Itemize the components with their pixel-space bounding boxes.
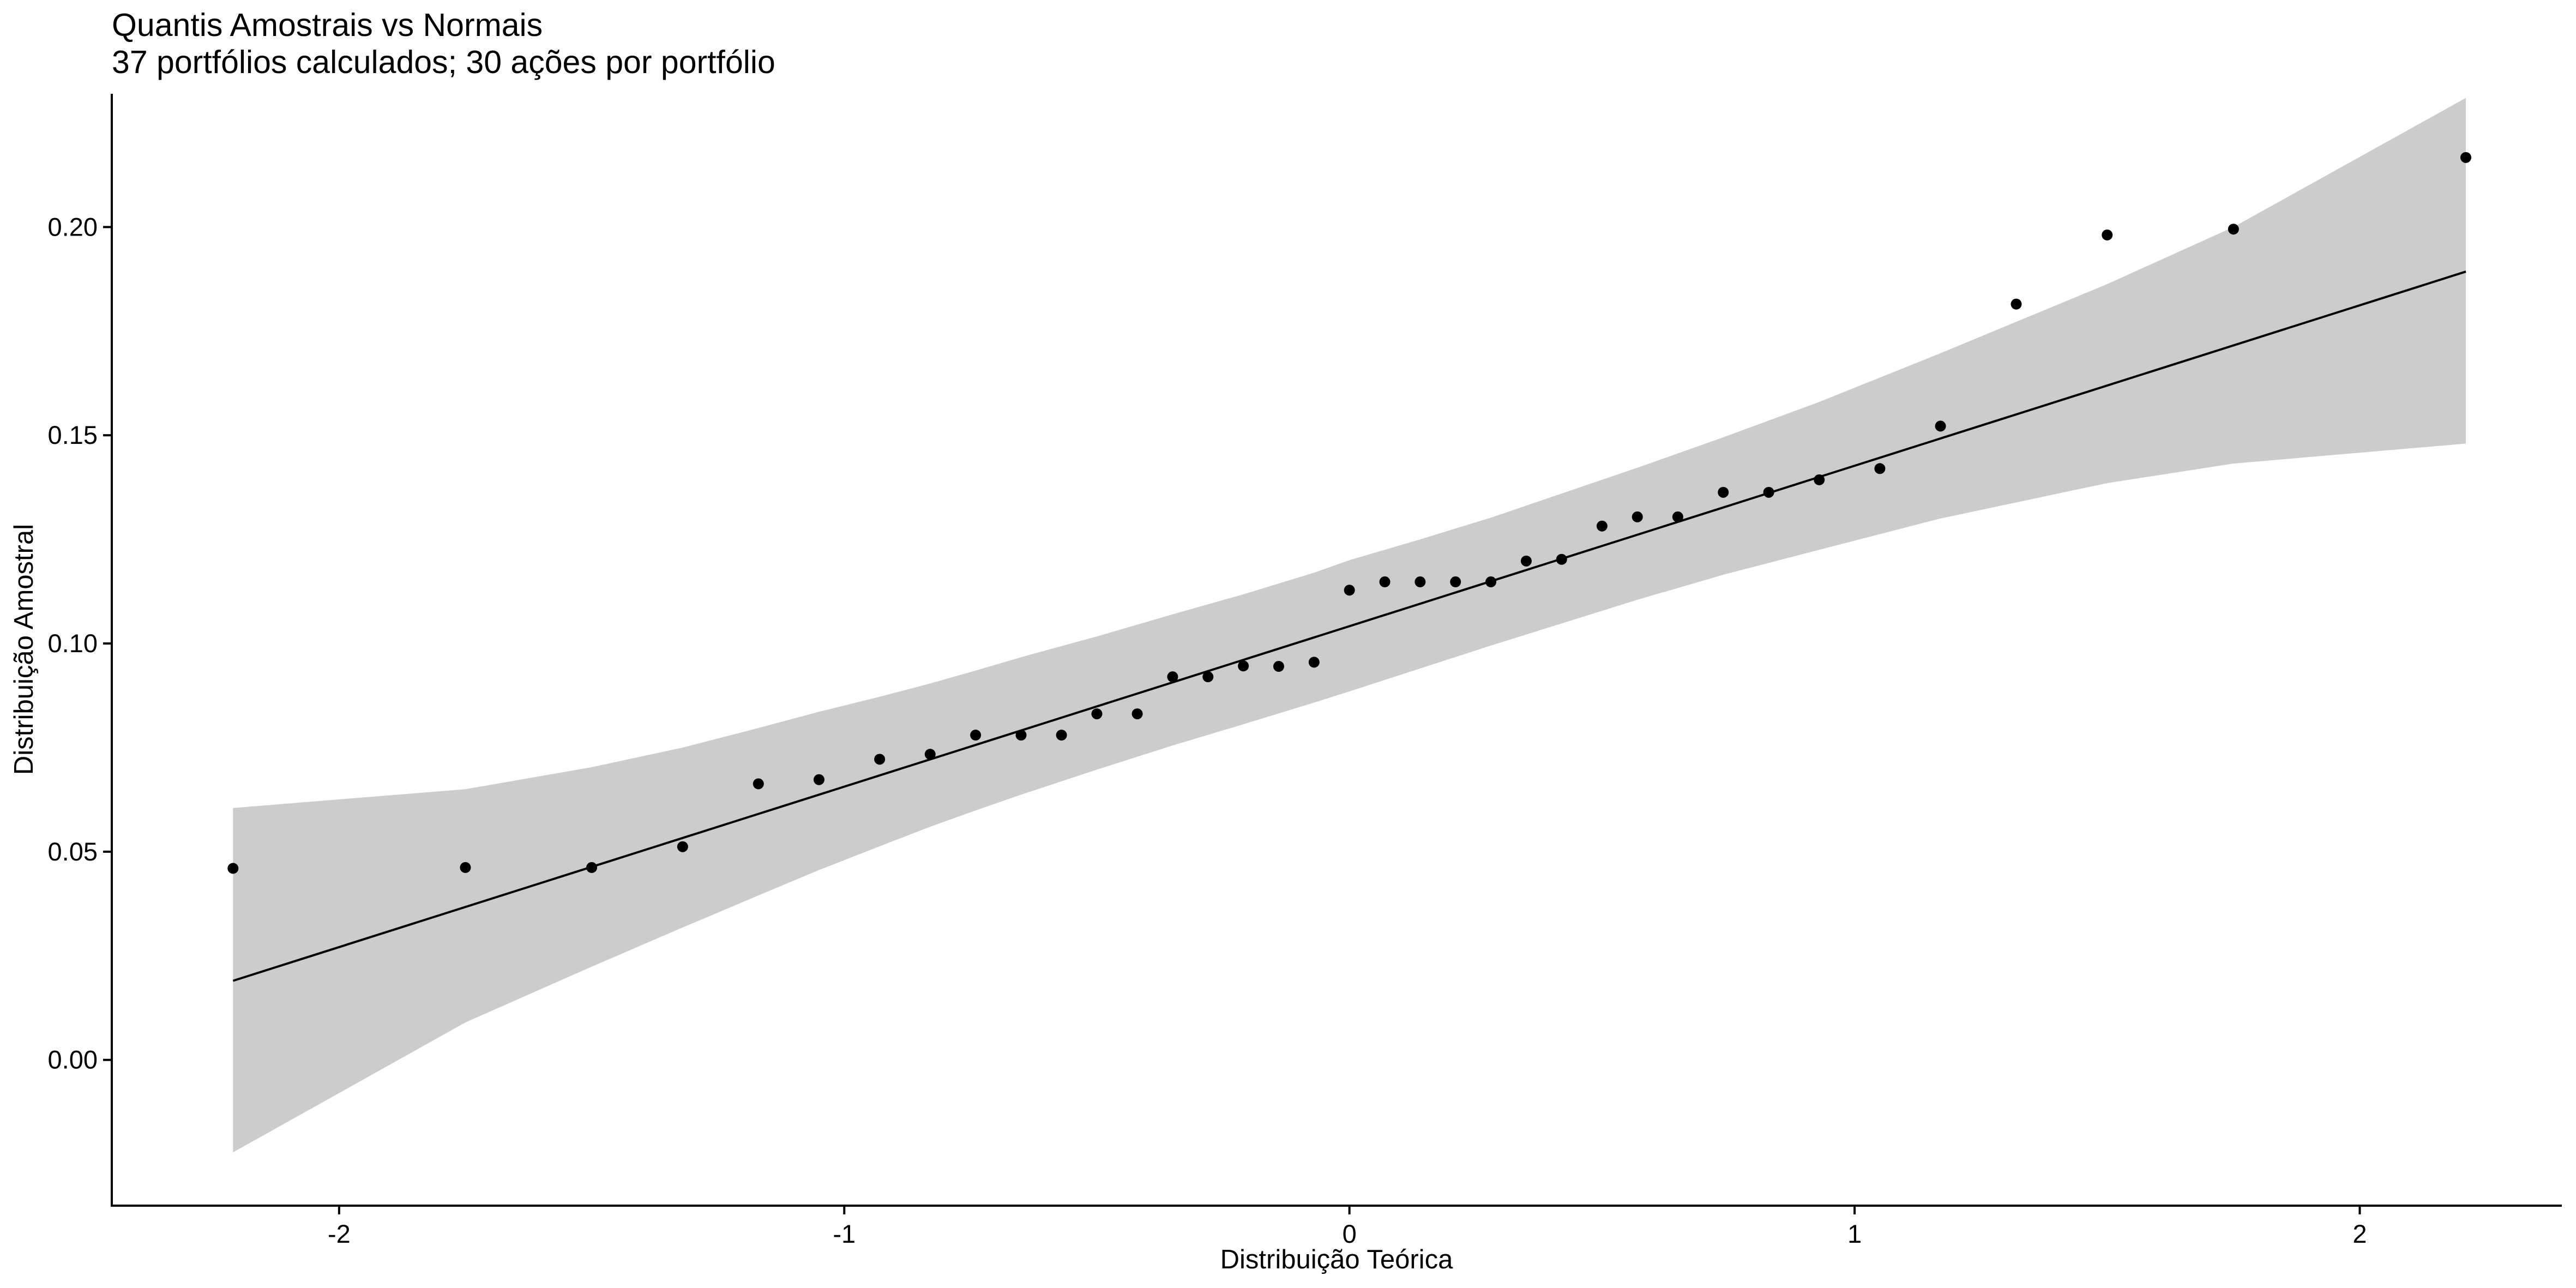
data-point — [1015, 730, 1027, 741]
data-point — [753, 778, 764, 790]
y-axis-title: Distribuição Amostral — [9, 524, 39, 775]
data-point — [1450, 576, 1461, 588]
data-point — [924, 749, 936, 760]
data-point — [1718, 486, 1729, 498]
data-point — [1814, 474, 1825, 485]
x-tick-label: 2 — [2352, 1219, 2367, 1248]
x-tick-label: 1 — [1847, 1219, 1862, 1248]
data-point — [1238, 660, 1249, 672]
x-tick-label: -2 — [328, 1219, 351, 1248]
data-point — [1273, 661, 1284, 672]
data-point — [1672, 511, 1683, 522]
y-tick-label: 0.00 — [48, 1045, 98, 1074]
data-point — [1556, 553, 1567, 565]
x-tick-label: -1 — [833, 1219, 856, 1248]
y-tick-label: 0.15 — [48, 420, 98, 449]
data-point — [1763, 486, 1774, 498]
data-point — [677, 841, 688, 852]
data-point — [227, 863, 239, 874]
data-point — [1308, 657, 1320, 668]
data-point — [813, 774, 824, 785]
y-tick-label: 0.05 — [48, 837, 98, 866]
data-point — [1344, 585, 1355, 596]
data-point — [1520, 555, 1532, 567]
data-point — [1056, 730, 1067, 741]
data-point — [1935, 420, 1946, 432]
chart-subtitle: 37 portfólios calculados; 30 ações por p… — [112, 44, 775, 80]
data-point — [1379, 576, 1391, 588]
axis-ticks: -2 -1 0 1 2 0.00 0.05 0.10 0.15 0.20 — [48, 212, 2367, 1248]
y-tick-label: 0.10 — [48, 629, 98, 658]
data-point — [460, 862, 471, 873]
data-point — [1415, 576, 1426, 588]
data-point — [1091, 708, 1103, 720]
data-point — [2460, 152, 2471, 163]
data-point — [1596, 520, 1608, 532]
data-point — [970, 730, 982, 741]
plot-area — [227, 98, 2471, 1153]
data-point — [1202, 671, 1214, 683]
data-point — [1632, 511, 1643, 522]
y-tick-label: 0.20 — [48, 212, 98, 241]
data-point — [586, 862, 598, 873]
data-point — [1167, 671, 1178, 683]
data-point — [1485, 576, 1497, 588]
data-point — [874, 754, 886, 765]
x-axis-title: Distribuição Teórica — [1220, 1245, 1453, 1274]
x-tick-label: 0 — [1343, 1219, 1357, 1248]
data-point — [2228, 224, 2239, 235]
data-point — [2011, 298, 2022, 310]
data-point — [1131, 708, 1143, 720]
data-point — [1874, 463, 1886, 474]
chart-title: Quantis Amostrais vs Normais — [112, 7, 543, 43]
reference-line — [232, 270, 2466, 982]
data-point — [2102, 229, 2113, 240]
